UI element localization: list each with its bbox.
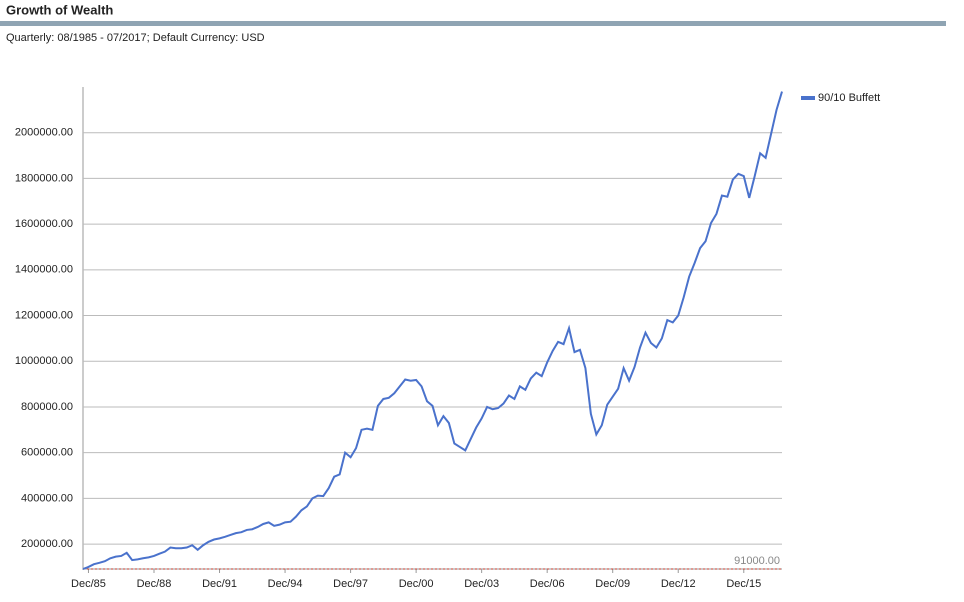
y-tick-label: 1400000.00 <box>15 264 73 276</box>
x-tick-label: Dec/97 <box>333 578 368 590</box>
x-tick-label: Dec/85 <box>71 578 106 590</box>
x-tick-label: Dec/94 <box>268 578 303 590</box>
x-tick-label: Dec/00 <box>399 578 434 590</box>
y-tick-label: 1000000.00 <box>15 355 73 367</box>
y-tick-label: 800000.00 <box>21 401 73 413</box>
series-line <box>82 91 783 570</box>
y-tick-label: 600000.00 <box>21 447 73 459</box>
x-tick-label: Dec/03 <box>464 578 499 590</box>
y-tick-label: 200000.00 <box>21 538 73 550</box>
legend-label: 90/10 Buffett <box>818 92 880 104</box>
x-tick-label: Dec/09 <box>595 578 630 590</box>
chart-title: Growth of Wealth <box>6 2 113 17</box>
reference-label: 91000.00 <box>734 555 780 567</box>
y-tick-label: 1800000.00 <box>15 172 73 184</box>
x-tick-label: Dec/06 <box>530 578 565 590</box>
x-tick-label: Dec/12 <box>661 578 696 590</box>
y-tick-label: 400000.00 <box>21 492 73 504</box>
chart-subtitle: Quarterly: 08/1985 - 07/2017; Default Cu… <box>6 32 265 44</box>
x-tick-label: Dec/88 <box>137 578 172 590</box>
title-bar <box>0 21 946 26</box>
y-tick-label: 1200000.00 <box>15 309 73 321</box>
x-tick-label: Dec/15 <box>726 578 761 590</box>
y-tick-label: 2000000.00 <box>15 127 73 139</box>
y-tick-label: 1600000.00 <box>15 218 73 230</box>
x-tick-label: Dec/91 <box>202 578 237 590</box>
